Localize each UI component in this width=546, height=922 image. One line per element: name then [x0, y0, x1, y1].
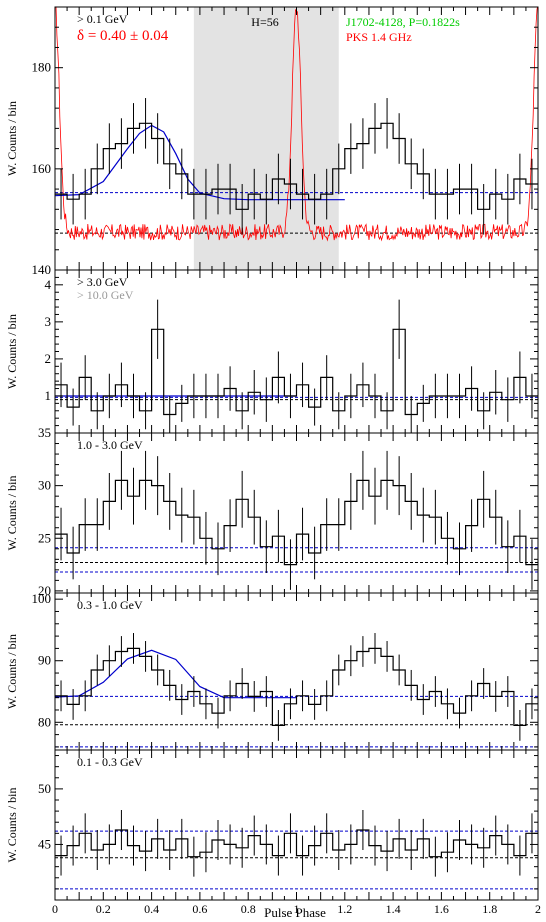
plot-area — [55, 7, 538, 270]
y-tick-label: 180 — [32, 60, 52, 75]
y-axis-label: W. Counts / bin — [5, 634, 19, 709]
y-tick-label: 25 — [38, 530, 51, 545]
pulsar-label: J1702-4128, P=0.1822s — [346, 15, 460, 29]
panel-4: 80 90 100 W. Counts / bin 0.3 - 1.0 GeV — [5, 591, 539, 751]
panel-3: 20 25 30 35 W. Counts / bin 1.0 - 3.0 GeV — [5, 425, 539, 598]
y-axis-label: W. Counts / bin — [5, 101, 19, 176]
histogram — [55, 328, 538, 416]
histogram — [55, 122, 538, 210]
y-tick-label: 4 — [45, 277, 52, 292]
y-axis-label: W. Counts / bin — [5, 476, 19, 551]
plot-area — [55, 633, 538, 748]
y-tick-label: 45 — [38, 836, 51, 851]
offpulse-region — [193, 7, 339, 270]
y-tick-label: 20 — [38, 583, 51, 598]
h-test-label: H=56 — [251, 15, 278, 29]
x-tick-label: 0.2 — [96, 902, 111, 916]
axes-frame — [54, 749, 539, 901]
x-tick-label: 1.2 — [337, 902, 352, 916]
x-tick-label: 1.8 — [482, 902, 497, 916]
energy-label: > 0.1 GeV — [77, 12, 128, 26]
y-tick-label: 2 — [45, 351, 52, 366]
panel-2: 1 2 3 4 W. Counts / bin > 3.0 GeV> 10.0 GeV — [5, 269, 539, 434]
y-tick-label: 30 — [38, 478, 51, 493]
energy-label: 1.0 - 3.0 GeV — [77, 438, 143, 452]
x-tick-label: 2 — [535, 902, 541, 916]
plot-area — [55, 299, 538, 433]
x-tick-label: 0.8 — [241, 902, 256, 916]
histogram — [55, 647, 538, 726]
y-tick-label: 90 — [38, 653, 51, 668]
energy-label-secondary: > 10.0 GeV — [77, 288, 134, 302]
delta-label: δ = 0.40 ± 0.04 — [77, 28, 169, 44]
x-axis-label: Pulse Phase — [264, 905, 326, 920]
radio-label: PKS 1.4 GHz — [346, 30, 412, 44]
y-axis-label: W. Counts / bin — [5, 788, 19, 863]
energy-label: 0.3 - 1.0 GeV — [77, 598, 143, 612]
x-tick-label: 1.6 — [434, 902, 449, 916]
histogram — [55, 479, 538, 566]
axes-frame — [54, 592, 539, 751]
energy-label: > 3.0 GeV — [77, 275, 128, 289]
y-tick-label: 160 — [32, 161, 52, 176]
histogram — [55, 829, 538, 858]
y-tick-label: 3 — [45, 314, 52, 329]
y-tick-label: 35 — [38, 425, 51, 440]
y-tick-label: 80 — [38, 714, 51, 729]
panel-5: 45 50 W. Counts / bin 0.1 - 0.3 GeV — [5, 749, 539, 901]
x-tick-label: 1 — [294, 902, 300, 916]
x-tick-label: 0 — [52, 902, 58, 916]
plot-area — [55, 450, 538, 590]
x-tick-label: 1.4 — [386, 902, 401, 916]
x-tick-label: 0.4 — [144, 902, 159, 916]
x-tick-label: 0.6 — [192, 902, 207, 916]
axes-frame — [54, 432, 539, 594]
y-tick-label: 1 — [45, 388, 52, 403]
energy-label: 0.1 - 0.3 GeV — [77, 755, 143, 769]
y-tick-label: 50 — [38, 781, 51, 796]
y-tick-label: 100 — [32, 591, 52, 606]
y-tick-label: 140 — [32, 262, 52, 277]
y-axis-label: W. Counts / bin — [5, 314, 19, 389]
panel-1: 140 160 180 W. Counts / bin > 0.1 GeV δ = 0.4… — [5, 6, 539, 277]
plot-area — [55, 810, 538, 890]
